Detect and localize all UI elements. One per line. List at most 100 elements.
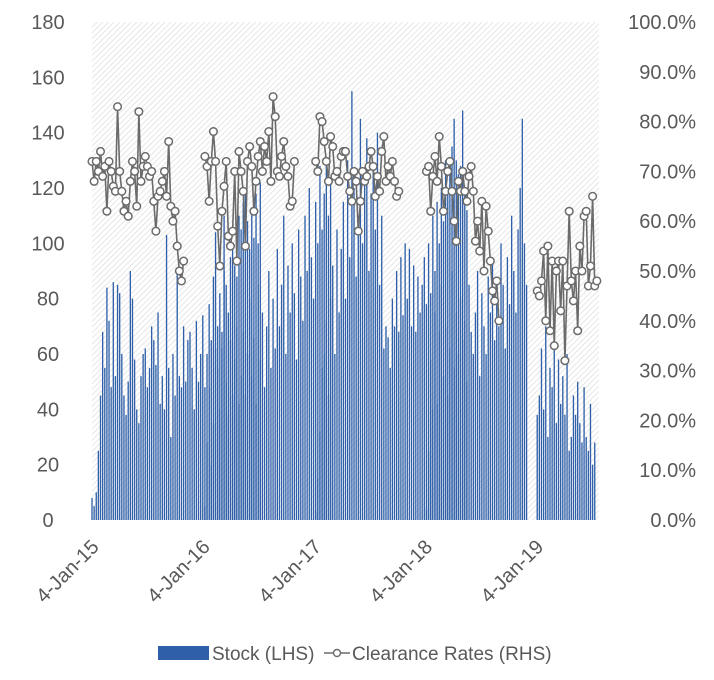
- clearance-rate-point: [492, 276, 502, 286]
- clearance-rate-point: [560, 356, 570, 366]
- clearance-rate-point: [332, 166, 342, 176]
- legend: Stock (LHS) Clearance Rates (RHS): [158, 644, 552, 665]
- stock-bar: [376, 132, 379, 521]
- clearance-rate-point: [247, 161, 257, 171]
- stock-bar: [259, 182, 261, 520]
- stock-bar: [280, 284, 283, 520]
- stock-bar: [395, 271, 398, 520]
- stock-bar: [219, 409, 221, 520]
- clearance-rate-point: [257, 166, 267, 176]
- clearance-rate-point: [260, 141, 270, 152]
- clearance-rate-point: [387, 156, 397, 166]
- stock-bar: [370, 193, 372, 520]
- stock-bar: [138, 423, 140, 520]
- clearance-rate-point: [155, 186, 165, 196]
- clearance-rate-point: [334, 176, 344, 186]
- stock-bar: [268, 271, 270, 520]
- stock-bars: [91, 91, 596, 521]
- stock-bar: [319, 165, 321, 520]
- clearance-rate-point: [328, 141, 338, 152]
- clearance-rate-point: [287, 196, 297, 206]
- stock-bar: [266, 326, 268, 520]
- clearance-rate-point: [106, 166, 116, 176]
- clearance-rate-point: [389, 176, 400, 186]
- clearance-rate-point: [123, 211, 133, 221]
- clearance-rate-point: [162, 191, 172, 201]
- clearance-rate-point: [585, 261, 596, 271]
- clearance-rate-point: [551, 266, 561, 276]
- clearance-rate-point: [568, 296, 578, 306]
- stock-bar: [349, 257, 351, 520]
- stock-bar: [163, 409, 166, 520]
- stock-bar: [574, 414, 577, 520]
- stock-bar: [161, 376, 163, 520]
- stock-bar: [425, 508, 428, 520]
- clearance-rate-point: [317, 117, 327, 127]
- stock-bar: [293, 293, 296, 520]
- clearance-rate-point: [556, 306, 566, 316]
- stock-bar: [168, 367, 170, 520]
- clearance-rate-point: [485, 256, 495, 266]
- y-left-tick-label: 40: [37, 399, 59, 421]
- stock-bar: [206, 442, 208, 520]
- stock-bar: [389, 367, 391, 520]
- stock-bar: [295, 359, 298, 520]
- stock-bar: [344, 298, 347, 520]
- stock-bar: [457, 354, 460, 520]
- clearance-rate-point: [234, 146, 244, 157]
- clearance-rate-point: [577, 266, 587, 276]
- clearance-rate-point: [264, 127, 274, 137]
- clearance-rate-point: [343, 171, 353, 181]
- stock-bar: [110, 387, 112, 520]
- stock-bar: [101, 331, 104, 520]
- stock-bar: [108, 320, 110, 520]
- y-axis-right: 0.0% 10.0% 20.0% 30.0% 40.0% 50.0% 60.0% 70.0% 8…: [628, 12, 696, 532]
- stock-bar: [187, 340, 189, 520]
- clearance-rate-point: [200, 151, 210, 162]
- stock-bar: [332, 265, 334, 520]
- y-right-tick-label: 100.0%: [628, 12, 696, 34]
- stock-bar: [459, 298, 462, 520]
- clearance-rate-point: [541, 316, 551, 326]
- stock-bar: [210, 464, 212, 520]
- stock-bar: [225, 381, 227, 520]
- stock-bar: [340, 248, 342, 520]
- stock-bar: [104, 367, 106, 520]
- stock-bar: [438, 331, 440, 520]
- clearance-rate-point: [438, 206, 449, 216]
- stock-bar: [583, 387, 585, 520]
- clearance-rate-point: [377, 146, 387, 157]
- clearance-rate-point: [430, 151, 440, 162]
- stock-bar: [436, 403, 438, 520]
- clearance-rate-point: [117, 186, 127, 196]
- stock-bar: [159, 403, 161, 520]
- stock-bar: [325, 320, 327, 520]
- stock-bar: [270, 367, 272, 520]
- clearance-rate-point: [136, 176, 146, 186]
- clearance-rate-point: [289, 156, 299, 166]
- stock-bar: [568, 450, 570, 520]
- clearance-rate-point: [251, 176, 261, 186]
- clearance-rate-point: [581, 206, 591, 216]
- clearance-rate-point: [164, 136, 174, 147]
- stock-bar: [229, 340, 232, 520]
- clearance-rate-point: [232, 256, 242, 266]
- stock-bar: [91, 497, 93, 520]
- legend-stock-label: Stock (LHS): [212, 644, 314, 665]
- stock-bar: [146, 387, 149, 520]
- stock-bar: [457, 174, 460, 521]
- clearance-rate-point: [468, 186, 478, 196]
- stock-bar: [185, 381, 187, 520]
- stock-bar: [368, 271, 370, 520]
- clearance-rate-point: [424, 161, 434, 171]
- clearance-rate-point: [89, 176, 99, 186]
- clearance-rate-point: [211, 156, 221, 166]
- stock-bar: [261, 312, 264, 520]
- x-tick-label: 4-Jan-16: [143, 536, 214, 607]
- stock-bar: [131, 298, 134, 520]
- stock-bar: [453, 118, 455, 520]
- stock-bar: [474, 312, 477, 520]
- stock-bar: [276, 248, 278, 520]
- stock-bar: [285, 354, 287, 520]
- x-tick-label: 4-Jan-15: [32, 536, 103, 607]
